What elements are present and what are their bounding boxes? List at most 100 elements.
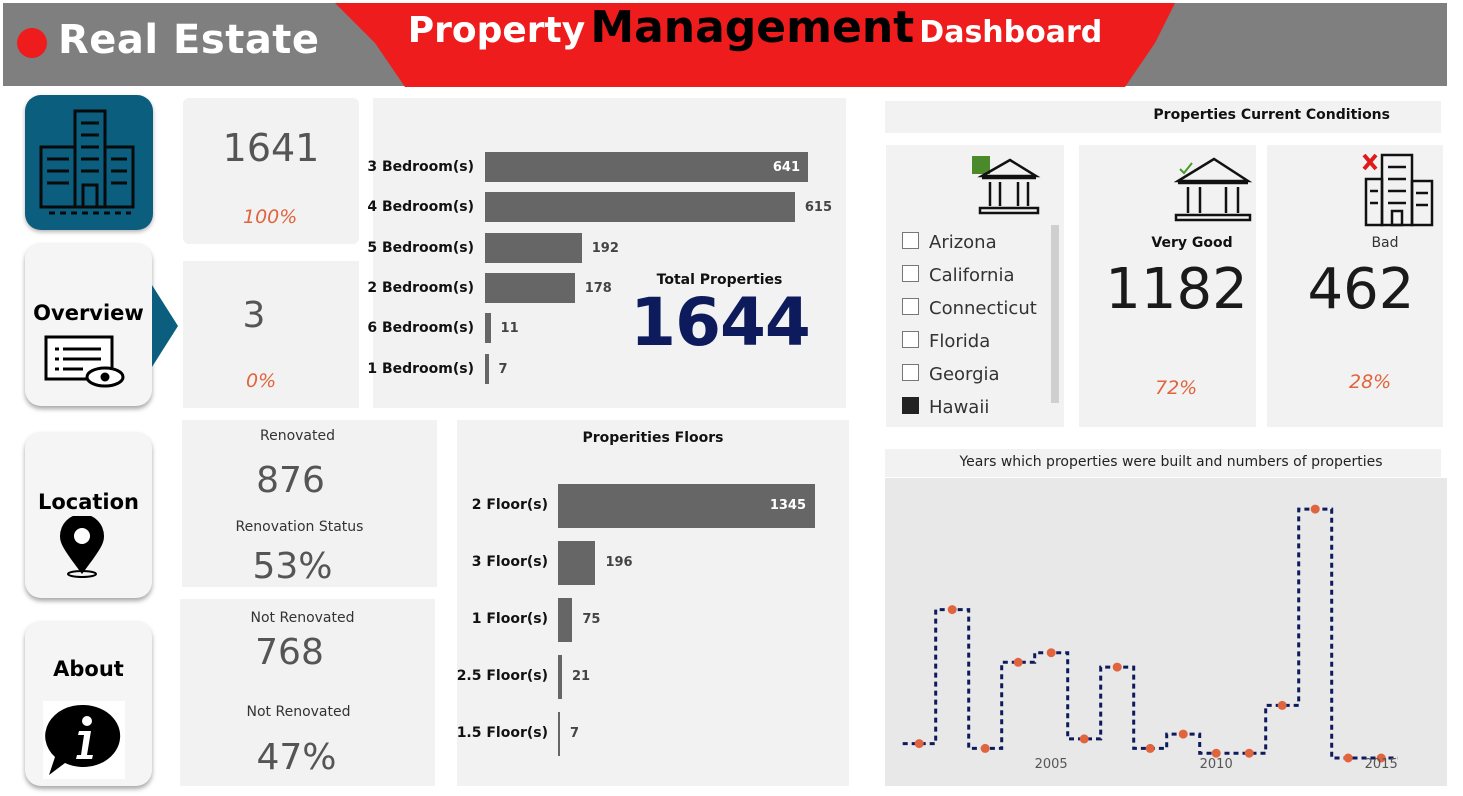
slicer-scrollbar[interactable] xyxy=(1051,225,1059,403)
state-checkbox[interactable] xyxy=(902,298,919,315)
state-option[interactable]: Georgia xyxy=(902,364,1000,386)
bedroom-value: 615 xyxy=(804,200,833,215)
state-checkbox[interactable] xyxy=(902,232,919,249)
total-properties-value: 1644 xyxy=(630,284,811,361)
years-data-point[interactable] xyxy=(1112,662,1122,672)
brand-title: Real Estate xyxy=(58,17,320,63)
not-renovated-title: Not Renovated xyxy=(250,610,355,626)
bedroom-label: 1 Bedroom(s) xyxy=(367,361,474,377)
year-tick-label: 2015 xyxy=(1364,757,1398,772)
very-good-card: Very Good 1182 72% xyxy=(1079,145,1256,427)
bedroom-label: 3 Bedroom(s) xyxy=(367,159,474,175)
floors-title: Properities Floors xyxy=(582,430,724,446)
renovation-status-label: Renovation Status xyxy=(235,519,364,535)
brand-dot xyxy=(17,28,47,58)
very-good-value: 1182 xyxy=(1105,257,1248,322)
years-data-point[interactable] xyxy=(914,739,924,749)
conditions-title: Properties Current Conditions xyxy=(1153,107,1390,123)
years-data-point[interactable] xyxy=(1277,700,1287,710)
renovated-percent: 53% xyxy=(252,546,333,587)
years-data-point[interactable] xyxy=(947,605,957,615)
not-renovated-value: 768 xyxy=(255,632,324,673)
state-checkbox[interactable] xyxy=(902,397,919,414)
years-chart-title: Years which properties were built and nu… xyxy=(959,454,1383,470)
years-data-point[interactable] xyxy=(1376,753,1386,763)
renovated-value: 876 xyxy=(256,460,325,501)
year-tick-label: 2010 xyxy=(1199,757,1233,772)
check-building-icon xyxy=(1174,157,1253,222)
state-checkbox[interactable] xyxy=(902,331,919,348)
bedroom-label: 2 Bedroom(s) xyxy=(367,280,474,296)
very-good-label: Very Good xyxy=(1151,235,1233,251)
title-part-management: Management xyxy=(590,2,915,53)
bedroom-bar xyxy=(485,192,795,222)
floor-bar xyxy=(558,655,562,699)
bad-label: Bad xyxy=(1371,235,1399,251)
years-data-point[interactable] xyxy=(1145,743,1155,753)
floor-label: 2.5 Floor(s) xyxy=(456,668,548,684)
years-data-point[interactable] xyxy=(1013,657,1023,667)
kpi-total-value: 1641 xyxy=(222,126,320,170)
state-option[interactable]: California xyxy=(902,265,1014,287)
not-renovated-percent: 47% xyxy=(256,737,337,778)
state-option[interactable]: Connecticut xyxy=(902,298,1037,320)
active-nav-arrow-icon xyxy=(152,285,178,367)
years-data-point[interactable] xyxy=(1244,748,1254,758)
floor-label: 1.5 Floor(s) xyxy=(456,725,548,741)
floor-bar xyxy=(558,712,560,756)
bedroom-value: 192 xyxy=(591,241,619,256)
bedroom-bar xyxy=(485,313,491,343)
nav-location-button[interactable]: Location xyxy=(25,432,152,598)
very-good-percent: 72% xyxy=(1155,377,1198,399)
nav-overview-label: Overview xyxy=(33,301,144,325)
nav-home-tile[interactable] xyxy=(25,95,153,230)
floor-value: 21 xyxy=(572,669,591,684)
floor-label: 2 Floor(s) xyxy=(471,497,548,513)
floor-value: 75 xyxy=(582,612,601,627)
kpi-total-percent: 100% xyxy=(243,206,298,228)
location-pin-icon xyxy=(60,516,104,578)
building-icon xyxy=(39,109,135,215)
bad-value: 462 xyxy=(1307,257,1415,322)
state-checkbox[interactable] xyxy=(902,364,919,381)
floor-bar xyxy=(558,598,573,642)
state-option[interactable]: Florida xyxy=(902,331,990,353)
years-data-point[interactable] xyxy=(1178,729,1188,739)
floor-value: 7 xyxy=(570,726,580,741)
state-option-label: Florida xyxy=(929,331,991,352)
floor-label: 3 Floor(s) xyxy=(471,554,548,570)
dashboard-title: Property Management Dashboard xyxy=(335,2,1175,62)
not-renovated-subtitle: Not Renovated xyxy=(246,704,351,720)
bedrooms-panel xyxy=(373,98,846,408)
floor-bar xyxy=(558,541,596,585)
title-part-dashboard: Dashboard xyxy=(919,15,1103,50)
years-series-line xyxy=(902,507,1398,760)
years-data-point[interactable] xyxy=(1343,753,1353,763)
bedroom-label: 5 Bedroom(s) xyxy=(367,240,474,256)
state-option[interactable]: Hawaii xyxy=(902,397,989,419)
kpi-small-percent: 0% xyxy=(246,370,277,392)
header-title-banner xyxy=(335,3,1175,87)
bedroom-value: 7 xyxy=(498,362,508,377)
bedroom-value: 178 xyxy=(584,281,612,296)
bedroom-label: 4 Bedroom(s) xyxy=(367,199,474,215)
bedroom-bar xyxy=(485,354,489,384)
nav-overview-button[interactable]: Overview xyxy=(25,243,152,406)
years-data-point[interactable] xyxy=(1211,748,1221,758)
years-data-point[interactable] xyxy=(980,743,990,753)
floor-value: 196 xyxy=(605,555,633,570)
state-option-label: California xyxy=(929,265,1015,286)
nav-about-button[interactable]: About xyxy=(25,621,152,786)
total-properties-label: Total Properties xyxy=(656,272,783,288)
state-checkbox[interactable] xyxy=(902,265,919,282)
nav-about-label: About xyxy=(53,657,124,681)
years-data-point[interactable] xyxy=(1079,734,1089,744)
years-data-point[interactable] xyxy=(1310,504,1320,514)
not-renovated-card: Not Renovated 768 Not Renovated 47% xyxy=(180,599,435,786)
floor-value: 1345 xyxy=(769,498,806,513)
kpi-small-card: 3 0% xyxy=(183,261,359,408)
bedroom-label: 6 Bedroom(s) xyxy=(367,320,474,336)
bedroom-bar xyxy=(485,233,582,263)
state-option[interactable]: Arizona xyxy=(902,232,997,254)
years-data-point[interactable] xyxy=(1046,648,1056,658)
